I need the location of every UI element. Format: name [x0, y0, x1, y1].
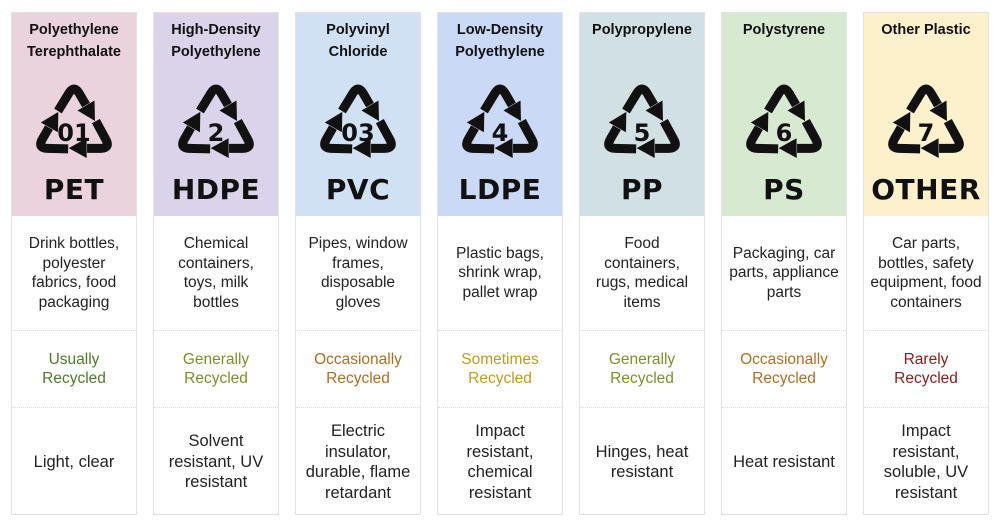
common-uses: Drink bottles, polyester fabrics, food p…	[12, 216, 136, 331]
plastic-column: Polystyrene 6 PS Packaging, car parts, a…	[721, 12, 847, 515]
common-uses: Plastic bags, shrink wrap, pallet wrap	[438, 216, 562, 331]
recycle-symbol-icon: 7	[888, 84, 964, 159]
plastic-name: Polyethylene Terephthalate	[26, 22, 121, 60]
plastic-header: Polyvinyl Chloride 03 PVC	[296, 13, 420, 216]
plastic-column: Polypropylene 5 PP Food containers, rugs…	[579, 12, 705, 515]
recycle-symbol-icon: 4	[462, 84, 538, 159]
resin-code-number: 03	[341, 119, 374, 147]
recycle-symbol-icon: 03	[320, 84, 396, 159]
properties: Hinges, heat resistant	[595, 442, 689, 482]
plastic-name: Other Plastic	[881, 22, 971, 38]
recycling-status: Occasionally Recycled	[296, 331, 420, 408]
plastic-column: Other Plastic 7 OTHER Car parts, bottles…	[863, 12, 989, 515]
resin-code-number: 01	[57, 119, 90, 147]
recycle-symbol-icon: 5	[604, 84, 680, 159]
properties: Heat resistant	[733, 452, 835, 471]
plastic-column: Polyvinyl Chloride 03 PVC Pipes, window …	[295, 12, 421, 515]
plastic-abbreviation: PS	[763, 173, 805, 206]
plastic-name: Polypropylene	[592, 22, 692, 38]
recycling-status: Generally Recycled	[580, 331, 704, 408]
plastic-name: Low-Density Polyethylene	[455, 22, 545, 60]
plastic-header: Polyethylene Terephthalate 01 PET	[12, 13, 136, 216]
recycle-symbol-icon: 6	[746, 84, 822, 159]
properties: Light, clear	[33, 452, 115, 471]
plastic-column: High-Density Polyethylene 2 HDPE Chemica…	[153, 12, 279, 515]
plastic-abbreviation: PVC	[325, 173, 391, 206]
plastic-name: Polystyrene	[742, 22, 826, 38]
common-uses: Packaging, car parts, appliance parts	[722, 216, 846, 331]
plastic-name: Polyvinyl Chloride	[326, 22, 390, 60]
plastic-header: Low-Density Polyethylene 4 LDPE	[438, 13, 562, 216]
plastic-column: Low-Density Polyethylene 4 LDPE Plastic …	[437, 12, 563, 515]
recycling-status: Sometimes Recycled	[438, 331, 562, 408]
properties: Solvent resistant, UV resistant	[168, 432, 264, 492]
plastic-abbreviation: PP	[620, 173, 664, 206]
plastic-header: Polypropylene 5 PP	[580, 13, 704, 216]
common-uses: Pipes, window frames, disposable gloves	[296, 216, 420, 331]
common-uses: Chemical containers, toys, milk bottles	[154, 216, 278, 331]
recycle-symbol-icon: 2	[178, 84, 254, 159]
plastic-column: Polyethylene Terephthalate 01 PET Drink …	[11, 12, 137, 515]
common-uses: Car parts, bottles, safety equipment, fo…	[864, 216, 988, 331]
plastic-abbreviation: LDPE	[458, 173, 542, 206]
plastic-name: High-Density Polyethylene	[171, 22, 261, 60]
recycle-symbol-icon: 01	[36, 84, 112, 159]
resin-code-number: 6	[776, 119, 793, 147]
resin-code-number: 5	[634, 119, 651, 147]
properties: Impact resistant, chemical resistant	[466, 422, 534, 502]
plastic-abbreviation: PET	[43, 173, 105, 206]
recycling-status: Occasionally Recycled	[722, 331, 846, 408]
recycling-status: Rarely Recycled	[864, 331, 988, 408]
recycling-status: Generally Recycled	[154, 331, 278, 408]
resin-code-number: 2	[208, 119, 225, 147]
properties: Impact resistant, soluble, UV resistant	[883, 422, 969, 502]
common-uses: Food containers, rugs, medical items	[580, 216, 704, 331]
plastic-header: High-Density Polyethylene 2 HDPE	[154, 13, 278, 216]
recycling-status: Usually Recycled	[12, 331, 136, 408]
resin-code-number: 4	[492, 119, 509, 147]
plastic-abbreviation: OTHER	[871, 173, 981, 206]
plastic-header: Other Plastic 7 OTHER	[864, 13, 988, 216]
resin-code-number: 7	[918, 119, 935, 147]
properties: Electric insulator, durable, flame retar…	[305, 422, 411, 502]
plastic-abbreviation: HDPE	[171, 173, 261, 206]
plastic-header: Polystyrene 6 PS	[722, 13, 846, 216]
